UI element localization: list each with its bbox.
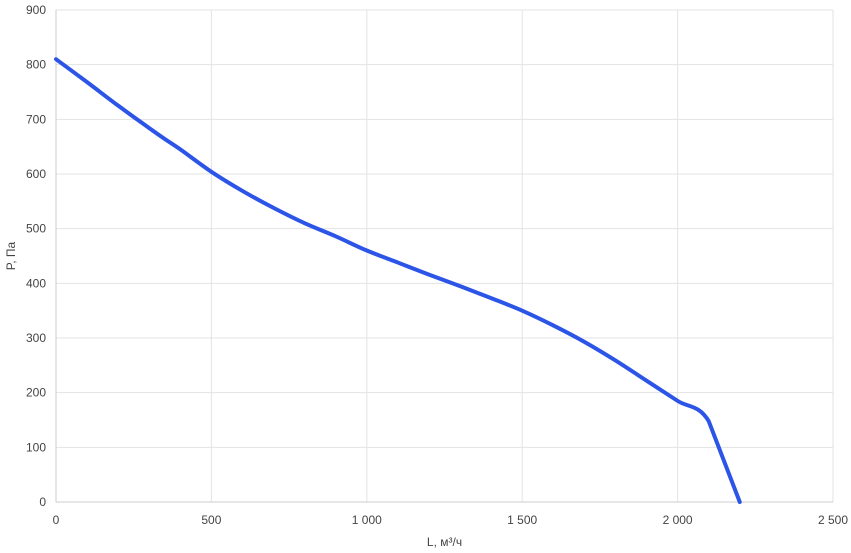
y-axis-title: P, Па (4, 241, 18, 270)
x-tick-label: 0 (53, 513, 60, 527)
axes (55, 10, 833, 503)
x-tick-label: 2 500 (818, 513, 848, 527)
y-tick-label: 600 (26, 167, 46, 181)
y-tick-label: 200 (26, 386, 46, 400)
x-tick-label: 2 000 (663, 513, 693, 527)
y-tick-label: 500 (26, 222, 46, 236)
y-tick-label: 700 (26, 112, 46, 126)
x-axis-title: L, м³/ч (427, 535, 462, 549)
y-tick-label: 400 (26, 276, 46, 290)
y-tick-label: 100 (26, 440, 46, 454)
y-tick-label: 900 (26, 3, 46, 17)
tick-labels: 0 100 200 300 400 500 600 700 800 900 0 500 1 000 1 5… (26, 3, 848, 527)
series-line (54, 57, 742, 504)
grid (56, 9, 834, 502)
x-tick-label: 1 000 (352, 513, 382, 527)
y-tick-label: 800 (26, 58, 46, 72)
y-tick-label: 300 (26, 331, 46, 345)
x-tick-label: 500 (201, 513, 221, 527)
series-area (54, 57, 742, 504)
x-tick-label: 1 500 (507, 513, 537, 527)
y-tick-label: 0 (39, 495, 46, 509)
